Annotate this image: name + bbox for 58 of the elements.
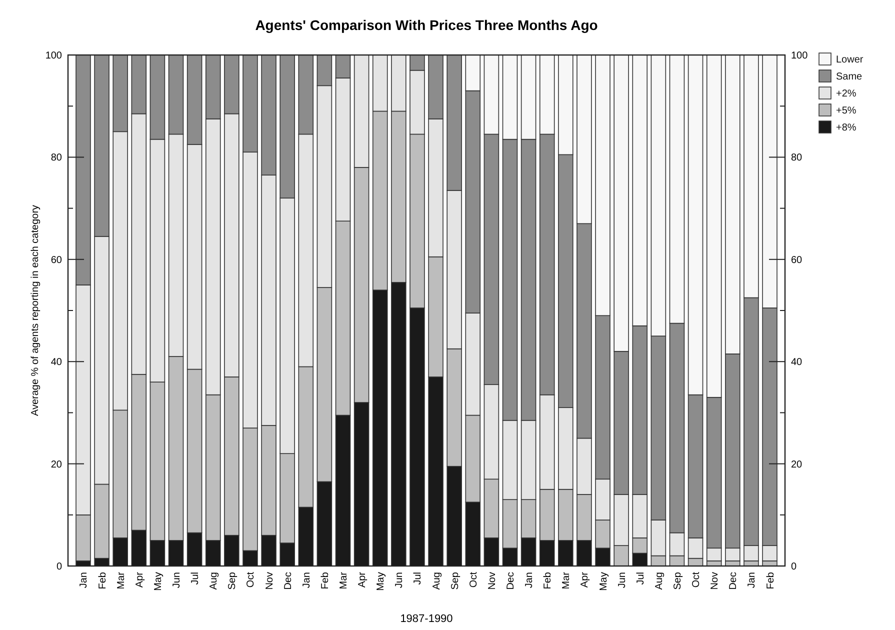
- x-tick-label: Sep: [227, 572, 238, 590]
- legend-label: +2%: [836, 88, 856, 100]
- x-tick-label: Oct: [691, 572, 702, 588]
- x-tick-label: Jan: [301, 572, 312, 588]
- y-tick-label: 100: [45, 50, 62, 62]
- x-tick-label: Sep: [450, 572, 461, 590]
- x-tick-label: Mar: [338, 571, 350, 590]
- x-tick-label: Jan: [78, 572, 90, 588]
- x-tick-label: Aug: [431, 572, 442, 590]
- x-tick-label: Sep: [672, 572, 684, 590]
- x-tick-label: Feb: [97, 572, 108, 590]
- y2-tick-label: 100: [791, 50, 808, 62]
- x-tick-label: Feb: [542, 572, 554, 590]
- x-tick-label: Mar: [561, 571, 572, 590]
- y2-tick-label: 0: [791, 562, 797, 572]
- x-tick-label: Dec: [728, 572, 740, 590]
- x-tick-label: Jun: [172, 572, 183, 588]
- y2-tick-label: 60: [791, 254, 803, 266]
- y-tick-label: 60: [50, 254, 62, 266]
- x-tick-label: Dec: [282, 572, 294, 590]
- y-tick-label: 80: [50, 152, 62, 164]
- x-tick-label: May: [598, 572, 610, 591]
- chart-title: Agents' Comparison With Prices Three Months Ago: [255, 17, 598, 33]
- x-axis-title: 1987-1990: [400, 613, 453, 625]
- x-tick-label: Nov: [486, 572, 498, 590]
- y-axis-title: Average % of agents reporting in each category: [30, 204, 41, 416]
- legend-label: +8%: [836, 122, 856, 134]
- legend-label: Same: [836, 72, 863, 82]
- x-tick-label: Apr: [357, 571, 368, 588]
- x-tick-label: Aug: [654, 572, 665, 590]
- x-tick-label: Jun: [616, 572, 628, 588]
- x-tick-label: Jul: [412, 572, 424, 585]
- y-tick-label: 20: [50, 459, 62, 470]
- x-tick-label: Feb: [765, 572, 776, 590]
- legend-label: Lower: [836, 54, 864, 66]
- x-tick-label: Jan: [746, 572, 758, 588]
- x-tick-label: Aug: [208, 572, 220, 590]
- legend-label: +5%: [836, 106, 856, 116]
- x-tick-label: Dec: [505, 572, 516, 590]
- x-tick-label: Oct: [246, 572, 257, 588]
- x-tick-label: Jan: [524, 572, 536, 588]
- y-tick-label: 0: [56, 562, 62, 572]
- x-tick-label: Apr: [134, 571, 146, 588]
- x-tick-label: Apr: [580, 571, 591, 588]
- y2-tick-label: 40: [791, 357, 803, 368]
- x-tick-label: May: [376, 572, 387, 591]
- y-tick-label: 40: [50, 357, 62, 368]
- x-tick-label: Nov: [264, 572, 276, 590]
- y2-tick-label: 80: [791, 152, 803, 164]
- x-tick-label: Jul: [635, 572, 646, 585]
- x-tick-label: Feb: [320, 572, 331, 590]
- x-tick-label: Jul: [190, 572, 202, 585]
- x-tick-label: Mar: [116, 571, 127, 590]
- y2-tick-label: 20: [791, 459, 803, 470]
- x-tick-label: Jun: [394, 572, 406, 588]
- x-tick-label: Nov: [710, 572, 721, 590]
- x-tick-label: May: [152, 572, 164, 591]
- x-tick-label: Oct: [468, 572, 480, 588]
